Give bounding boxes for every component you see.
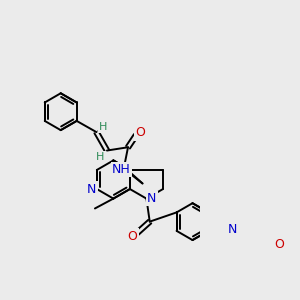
Text: H: H [99, 122, 107, 132]
Text: H: H [96, 152, 105, 162]
Text: O: O [274, 238, 284, 251]
Text: N: N [147, 192, 156, 205]
Text: O: O [135, 126, 145, 139]
Text: O: O [128, 230, 138, 243]
Text: N: N [87, 182, 96, 196]
Text: N: N [228, 223, 238, 236]
Text: NH: NH [112, 163, 131, 176]
